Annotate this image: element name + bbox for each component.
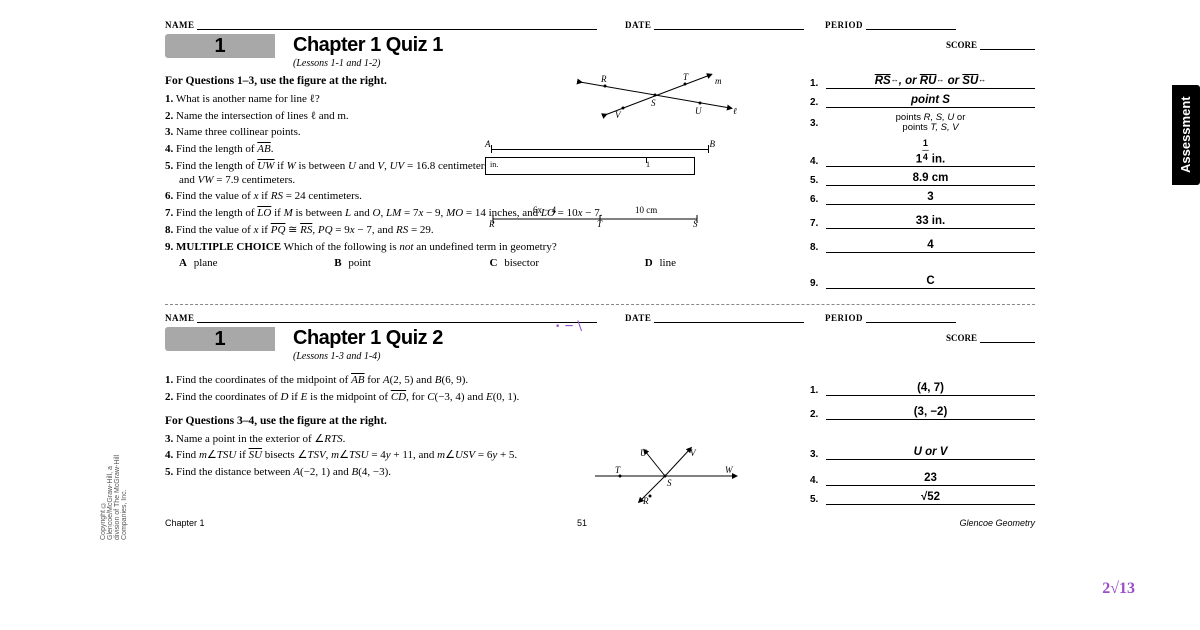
cut-line <box>165 304 1035 305</box>
footer-center: 51 <box>577 518 587 528</box>
figure-ruler: A B in. 1 <box>485 139 715 175</box>
header-row-2: NAME DATE PERIOD <box>165 313 1035 323</box>
svg-text:U: U <box>640 448 647 458</box>
quiz1-heading: For Questions 1–3, use the figure at the… <box>165 75 465 89</box>
quiz1-questions: For Questions 1–3, use the figure at the… <box>165 75 810 294</box>
svg-text:T: T <box>615 465 621 475</box>
quiz2-answers: 1.(4, 7) 2.(3, −2) 3.U or V 4.23 5.√52 <box>810 374 1035 510</box>
handwritten-mark-1: · − \ <box>555 318 582 336</box>
q2-3: 3. Name a point in the exterior of ∠RTS. <box>165 433 800 447</box>
quiz2-subtitle: (Lessons 1-3 and 1-4) <box>293 351 946 362</box>
score-2: SCORE <box>946 333 1035 343</box>
quiz1-answers: 1.RS↔, or RU↔ or SU↔ 2.point S 3.points … <box>810 75 1035 294</box>
assessment-tab: Assessment <box>1172 85 1200 185</box>
svg-text:10 cm: 10 cm <box>635 205 657 215</box>
chapter-number-2: 1 <box>165 327 275 351</box>
svg-text:S: S <box>693 219 698 227</box>
footer-left: Chapter 1 <box>165 518 205 528</box>
ans-1-4: 11─4 in. <box>826 140 1035 167</box>
ans-1-9: C <box>826 275 1035 289</box>
q2-1: 1. Find the coordinates of the midpoint … <box>165 374 800 388</box>
quiz1-title: Chapter 1 Quiz 1 <box>293 34 946 57</box>
svg-text:6x − 4: 6x − 4 <box>533 205 557 215</box>
ans-1-5: 8.9 cm <box>826 172 1035 186</box>
q1-6: 6. Find the value of x if RS = 24 centim… <box>165 190 455 204</box>
date-label: DATE <box>625 20 651 30</box>
svg-text:S: S <box>667 478 672 488</box>
ans-1-6: 3 <box>826 191 1035 205</box>
svg-text:ℓ: ℓ <box>733 106 737 116</box>
ans-1-3: points R, S, U orpoints T, S, V <box>826 113 1035 135</box>
page-footer: Chapter 1 51 Glencoe Geometry <box>165 518 1035 528</box>
worksheet: NAME DATE PERIOD 1 Chapter 1 Quiz 1 (Les… <box>165 20 1035 528</box>
svg-text:m: m <box>715 76 722 86</box>
figure-segment: 6x − 4 10 cm R T S <box>485 203 705 227</box>
ans-2-1: (4, 7) <box>826 382 1035 396</box>
figure-angle: S T R U V W <box>585 446 745 506</box>
ans-2-5: √52 <box>826 491 1035 505</box>
q1-3: 3. Name three collinear points. <box>165 126 800 140</box>
ans-2-4: 23 <box>826 472 1035 486</box>
svg-text:R: R <box>600 74 607 84</box>
q1-9: 9. MULTIPLE CHOICE Which of the followin… <box>165 241 800 255</box>
footer-right: Glencoe Geometry <box>959 518 1035 528</box>
ans-1-1: RS↔, or RU↔ or SU↔ <box>826 75 1035 89</box>
ans-1-7: 33 in. <box>826 215 1035 229</box>
ans-2-3: U or V <box>826 446 1035 460</box>
svg-text:R: R <box>642 496 649 506</box>
svg-text:U: U <box>695 106 702 116</box>
quiz2-title: Chapter 1 Quiz 2 <box>293 327 946 350</box>
figure-lines: R S U T V m ℓ <box>565 70 745 125</box>
period-label: PERIOD <box>825 20 863 30</box>
score-1: SCORE <box>946 40 1035 50</box>
svg-text:W: W <box>725 465 734 475</box>
svg-text:V: V <box>615 110 622 120</box>
svg-text:T: T <box>683 72 689 82</box>
chapter-number-1: 1 <box>165 34 275 58</box>
title-bar-1: 1 Chapter 1 Quiz 1 (Lessons 1-1 and 1-2)… <box>165 34 1035 69</box>
svg-text:R: R <box>488 219 495 227</box>
quiz1-subtitle: (Lessons 1-1 and 1-2) <box>293 58 946 69</box>
ans-1-8: 4 <box>826 239 1035 253</box>
svg-text:S: S <box>651 98 656 108</box>
q1-5: 5. Find the length of UW if W is between… <box>165 160 495 188</box>
svg-text:T: T <box>597 219 603 227</box>
copyright-text: Copyright © Glencoe/McGraw-Hill, a divis… <box>100 450 128 540</box>
q1-9-choices: A plane B point C bisector D line <box>165 257 800 269</box>
quiz2-questions: 1. Find the coordinates of the midpoint … <box>165 374 810 510</box>
header-row-1: NAME DATE PERIOD <box>165 20 1035 30</box>
name-label: NAME <box>165 20 195 30</box>
ans-2-2: (3, −2) <box>826 406 1035 420</box>
ans-1-2: point S <box>826 94 1035 108</box>
title-bar-2: 1 Chapter 1 Quiz 2 (Lessons 1-3 and 1-4)… <box>165 327 1035 362</box>
handwritten-mark-2: 2√13 <box>1102 580 1135 598</box>
q2-2: 2. Find the coordinates of D if E is the… <box>165 391 800 405</box>
svg-text:V: V <box>690 448 697 458</box>
quiz2-heading: For Questions 3–4, use the figure at the… <box>165 415 800 429</box>
